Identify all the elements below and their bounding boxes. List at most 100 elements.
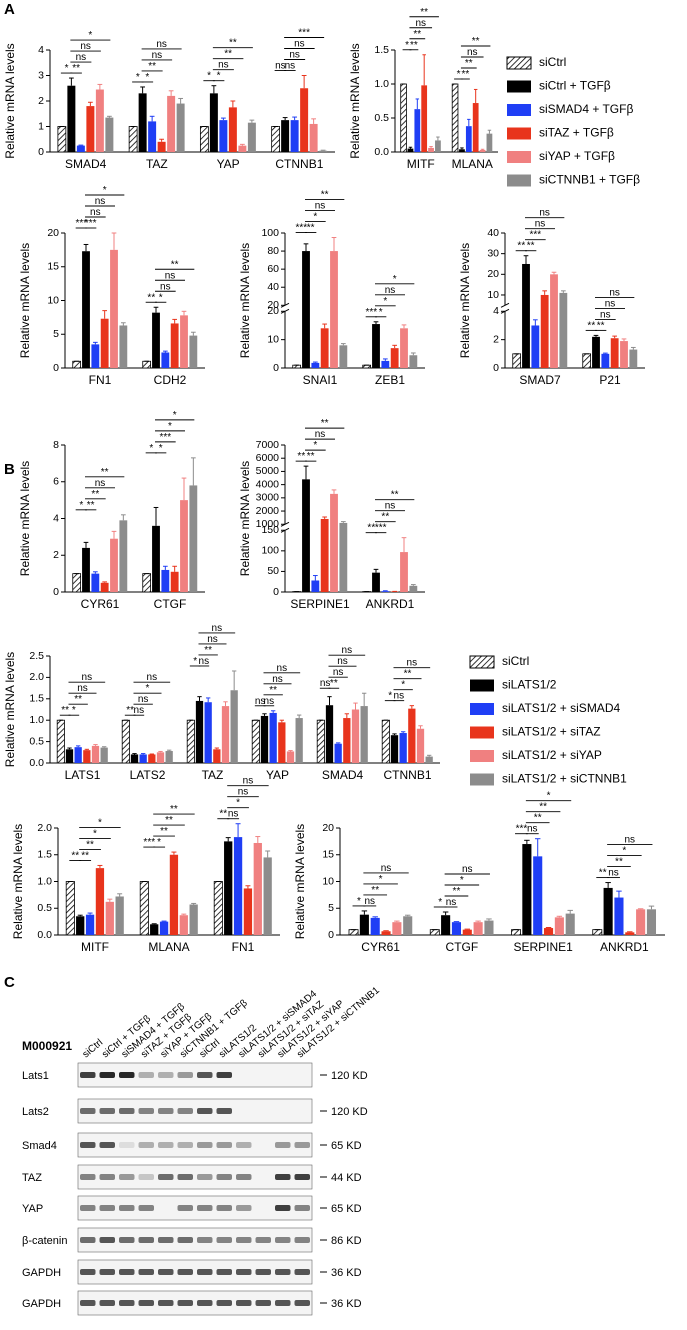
- error-bar: [249, 119, 255, 123]
- bar: [142, 573, 151, 593]
- x-tick-label: SMAD4: [65, 157, 107, 171]
- sig-label: ns: [320, 678, 331, 689]
- sig-label: ns: [95, 196, 106, 207]
- bar: [348, 929, 359, 936]
- error-bar: [637, 908, 644, 910]
- blot-band: [177, 1237, 193, 1243]
- bar: [390, 735, 399, 763]
- blot-band: [80, 1237, 96, 1243]
- error-bar: [312, 575, 318, 581]
- legend-swatch: [470, 679, 494, 692]
- error-bar: [392, 733, 397, 736]
- y-tick-label: 40: [267, 281, 279, 293]
- blot-size-label: 65 KD: [331, 1140, 362, 1152]
- error-bar: [408, 146, 413, 149]
- sig-label: ns: [76, 52, 87, 63]
- bar: [462, 929, 472, 935]
- error-bar: [409, 705, 415, 709]
- y-tick-label: 15: [47, 261, 59, 273]
- blot-band: [275, 1174, 291, 1180]
- x-tick-label: CYR61: [361, 940, 400, 954]
- bar: [582, 353, 591, 369]
- bar: [465, 126, 472, 152]
- blot-band: [275, 1300, 291, 1306]
- sig-label: *: [136, 72, 140, 83]
- blot-box: [77, 1098, 313, 1124]
- error-bar: [159, 138, 165, 142]
- x-tick-label: LATS1: [65, 768, 101, 782]
- error-bar: [190, 457, 196, 486]
- error-bar: [322, 516, 328, 519]
- y-tick-label: 2.0: [37, 822, 52, 834]
- error-bar: [84, 748, 90, 751]
- error-bar: [344, 713, 350, 719]
- error-bar: [524, 839, 530, 845]
- y-axis-label: Relative mRNA levels: [18, 461, 32, 576]
- bar: [522, 263, 530, 368]
- y-tick-label: 10: [267, 333, 279, 345]
- bar: [316, 719, 325, 764]
- bar: [407, 148, 414, 152]
- y-tick-label: 10: [487, 289, 499, 301]
- y-tick-label: 2000: [256, 505, 280, 517]
- error-bar: [197, 696, 202, 701]
- blot-band: [99, 1205, 115, 1211]
- bar: [65, 749, 74, 763]
- bar: [416, 728, 425, 763]
- blot-row-label: GAPDH: [22, 1267, 61, 1279]
- blot-band: [197, 1108, 213, 1114]
- x-tick-label: CTGF: [446, 940, 479, 954]
- bar: [533, 856, 543, 935]
- sig-label: *: [149, 443, 153, 454]
- sig-label: *: [173, 410, 177, 421]
- blot-box: [77, 1195, 313, 1221]
- sig-label: ns: [394, 691, 405, 702]
- blot-band: [119, 1174, 135, 1180]
- error-bar: [361, 910, 368, 915]
- bar: [550, 274, 558, 368]
- bar: [148, 121, 157, 152]
- legend-label: siLATS1/2 + siYAP: [502, 748, 602, 762]
- sig-label: ns: [82, 672, 93, 683]
- sig-label: ns: [77, 683, 88, 694]
- sig-label: **: [101, 467, 109, 478]
- bar: [603, 887, 613, 935]
- x-tick-label: LATS2: [130, 768, 166, 782]
- x-tick-label: CDH2: [154, 373, 187, 387]
- y-tick-label: 0: [53, 362, 59, 374]
- bar: [263, 857, 272, 935]
- y-tick-label: 0.5: [37, 902, 52, 914]
- y-tick-label: 1.5: [29, 693, 44, 705]
- error-bar: [265, 850, 271, 858]
- error-bar: [270, 710, 276, 713]
- bar: [128, 126, 138, 153]
- legend-swatch: [470, 703, 494, 715]
- sig-label: ***: [375, 523, 387, 534]
- error-bar: [400, 731, 406, 734]
- error-bar: [151, 923, 157, 925]
- bar: [381, 719, 390, 764]
- sig-label: ns: [605, 298, 616, 309]
- error-bar: [161, 920, 167, 922]
- sig-label: ns: [385, 501, 396, 512]
- error-bar: [107, 898, 113, 902]
- bar: [95, 868, 105, 935]
- bar: [565, 913, 575, 935]
- blot-band: [138, 1174, 154, 1180]
- error-bar: [235, 823, 241, 838]
- error-bar: [120, 322, 126, 326]
- blot-row-label: TAZ: [22, 1172, 42, 1184]
- y-tick-label: 0.0: [29, 757, 44, 769]
- error-bar: [181, 913, 187, 916]
- bar: [247, 122, 256, 152]
- y-tick-label: 4000: [256, 478, 280, 490]
- error-bar: [340, 521, 346, 523]
- bar: [428, 147, 434, 152]
- blot-band: [236, 1300, 252, 1306]
- sig-label: *: [93, 828, 97, 839]
- error-bar: [162, 350, 168, 353]
- y-tick-label: 100: [261, 545, 279, 557]
- error-bar: [327, 696, 332, 706]
- error-bar: [616, 890, 622, 898]
- blot-band: [119, 1300, 135, 1306]
